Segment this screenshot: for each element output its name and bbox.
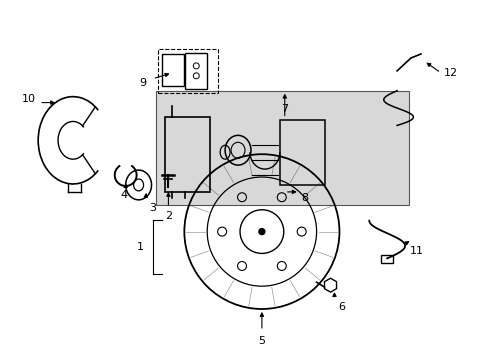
- Bar: [279, 121, 324, 185]
- Text: 7: 7: [281, 104, 288, 113]
- Bar: [162, 54, 184, 86]
- Bar: [381, 255, 392, 264]
- Text: 6: 6: [337, 302, 344, 312]
- Text: 8: 8: [301, 193, 307, 203]
- Text: 10: 10: [22, 94, 36, 104]
- Bar: [185, 53, 207, 89]
- Text: 4: 4: [120, 190, 127, 200]
- Text: 3: 3: [149, 203, 156, 213]
- Text: 9: 9: [139, 78, 146, 88]
- Text: 12: 12: [443, 68, 457, 78]
- Bar: [158, 49, 218, 93]
- Text: 11: 11: [409, 247, 423, 256]
- Text: 1: 1: [137, 243, 144, 252]
- Circle shape: [258, 229, 264, 235]
- Text: 5: 5: [258, 336, 265, 346]
- FancyBboxPatch shape: [155, 91, 408, 205]
- Bar: [165, 117, 210, 192]
- Text: 2: 2: [164, 211, 172, 221]
